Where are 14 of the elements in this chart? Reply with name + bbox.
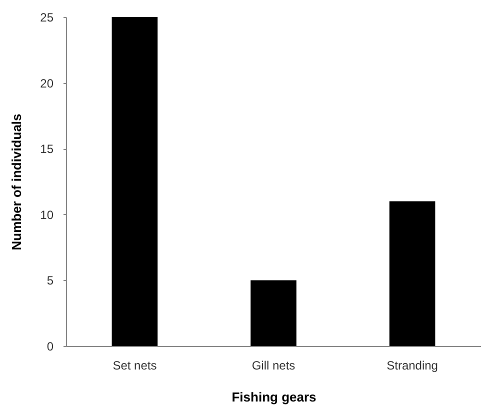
y-tick-label: 15 xyxy=(40,142,54,156)
bar xyxy=(250,280,296,346)
bar xyxy=(389,201,436,346)
y-tick-label: 5 xyxy=(46,274,54,288)
y-tick-label: 20 xyxy=(40,76,54,90)
x-tick-label: Stranding xyxy=(386,358,438,372)
y-tick-label: 10 xyxy=(40,208,54,222)
x-tick-label: Set nets xyxy=(112,358,157,372)
y-tick-label: 25 xyxy=(40,10,54,24)
y-axis-title: Number of individuals xyxy=(9,114,24,250)
x-axis-title: Fishing gears xyxy=(232,390,316,404)
x-tick-label: Gill nets xyxy=(252,358,296,372)
y-tick-label: 0 xyxy=(46,340,54,354)
bar xyxy=(112,17,158,346)
